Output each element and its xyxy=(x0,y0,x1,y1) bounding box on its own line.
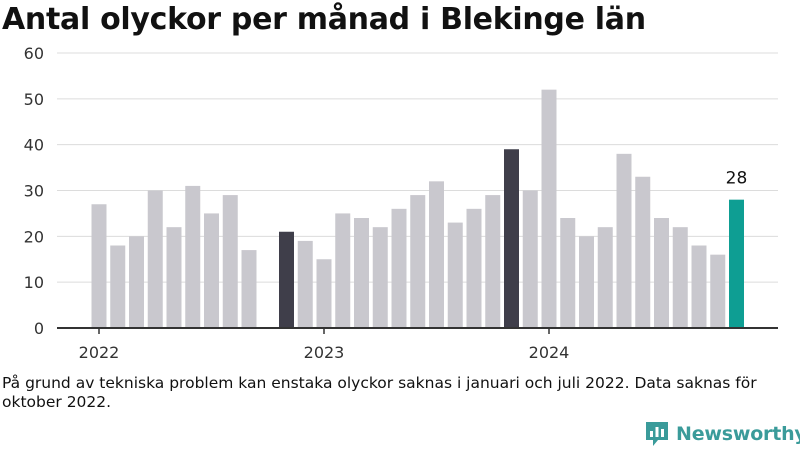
bar-2023-12 xyxy=(522,190,538,328)
bar-2023-03 xyxy=(354,218,369,328)
bar-2022-05 xyxy=(166,227,182,328)
bar-2023-05 xyxy=(391,208,407,328)
y-tick-label: 10 xyxy=(24,273,44,292)
bar-2022-03 xyxy=(129,236,144,328)
bar-2022-01 xyxy=(91,204,107,328)
chart-title: Antal olyckor per månad i Blekinge län xyxy=(2,2,646,37)
bar-2022-04 xyxy=(147,190,163,328)
value-label: 28 xyxy=(726,169,748,189)
brand-name: Newsworthy xyxy=(676,423,800,445)
y-tick-label: 30 xyxy=(24,182,44,201)
bar-2022-02 xyxy=(110,245,126,328)
bar-2024-02 xyxy=(560,218,576,328)
bar-2023-01 xyxy=(316,259,332,328)
bar-2024-09 xyxy=(691,245,707,328)
bar-2023-07 xyxy=(429,181,444,328)
bar-2024-11 xyxy=(729,199,744,328)
footnote: På grund av tekniska problem kan enstaka… xyxy=(2,374,757,411)
x-tick-label: 2024 xyxy=(529,343,570,362)
y-tick-label: 50 xyxy=(24,90,44,109)
bar-2024-07 xyxy=(654,218,669,328)
bar-2022-11 xyxy=(279,231,294,328)
bar-2023-02 xyxy=(335,213,351,328)
bar-2022-12 xyxy=(297,240,313,328)
y-tick-label: 60 xyxy=(24,44,44,63)
bar-2023-06 xyxy=(410,195,426,328)
bar-2022-08 xyxy=(222,195,238,328)
y-tick-label: 20 xyxy=(24,227,44,246)
bar-2023-09 xyxy=(466,208,482,328)
bar-chart: 0 10 20 30 40 50 60 28 2022 2023 2024 xyxy=(24,44,778,362)
bar-2024-04 xyxy=(597,227,613,328)
brand-logo[interactable]: Newsworthy xyxy=(644,420,800,448)
bar-2023-10 xyxy=(485,195,501,328)
bar-2022-07 xyxy=(204,213,219,328)
bar-2024-08 xyxy=(672,227,688,328)
bar-2022-09 xyxy=(241,250,257,328)
bar-2024-01 xyxy=(541,89,557,328)
bar-2023-11 xyxy=(504,149,519,328)
bar-2024-10 xyxy=(710,254,726,328)
bar-2022-06 xyxy=(185,185,201,328)
x-tick-label: 2023 xyxy=(304,343,345,362)
x-tick-label: 2022 xyxy=(79,343,120,362)
newsworthy-logo-icon xyxy=(646,422,668,446)
y-tick-label: 40 xyxy=(24,136,44,155)
bar-2024-06 xyxy=(635,176,651,328)
bar-2023-04 xyxy=(372,227,388,328)
bar-2023-08 xyxy=(447,222,463,328)
y-tick-label: 0 xyxy=(34,319,44,338)
bar-2024-05 xyxy=(616,153,632,328)
bar-2024-03 xyxy=(579,236,594,328)
